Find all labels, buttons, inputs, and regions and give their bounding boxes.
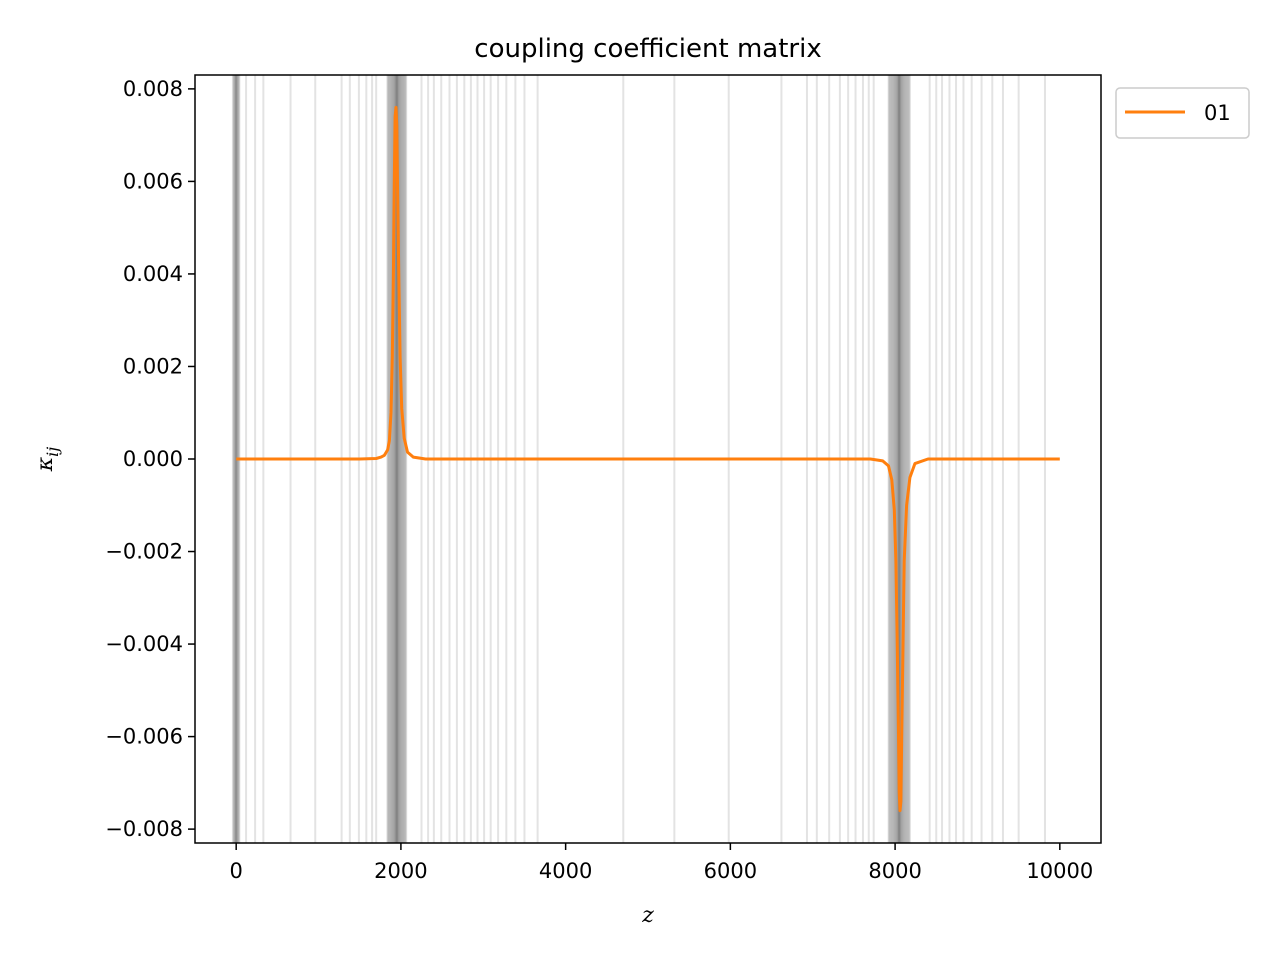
x-axis-title: z <box>641 903 654 928</box>
legend: 01 <box>1115 87 1250 139</box>
y-tick-label: 0.006 <box>123 169 183 193</box>
chart-title: coupling coefficient matrix <box>474 34 821 64</box>
y-axis: −0.008 −0.006 −0.004 −0.002 0.000 0.002 0.004 0… <box>105 77 195 841</box>
x-tick-label: 4000 <box>539 859 592 883</box>
y-tick-label: 0.008 <box>123 77 183 101</box>
y-tick-label: 0.000 <box>123 447 183 471</box>
y-tick-label: −0.008 <box>105 817 183 841</box>
x-tick-label: 8000 <box>868 859 921 883</box>
y-tick-label: 0.004 <box>123 262 183 286</box>
y-axis-title-main: κ <box>33 456 58 472</box>
y-axis-title-subscript: ij <box>43 447 62 457</box>
x-tick-label: 10000 <box>1026 859 1093 883</box>
y-tick-label: −0.002 <box>105 540 183 564</box>
y-axis-title: κij <box>33 447 62 473</box>
series-line-01 <box>236 105 1060 813</box>
x-tick-label: 2000 <box>374 859 427 883</box>
y-tick-label: 0.002 <box>123 354 183 378</box>
y-tick-label: −0.006 <box>105 725 183 749</box>
x-axis: 0 2000 4000 6000 8000 10000 <box>229 843 1093 883</box>
legend-label: 01 <box>1204 101 1231 125</box>
x-tick-label: 6000 <box>704 859 757 883</box>
x-tick-label: 0 <box>229 859 242 883</box>
plot-area <box>236 105 1060 813</box>
y-tick-label: −0.004 <box>105 632 183 656</box>
